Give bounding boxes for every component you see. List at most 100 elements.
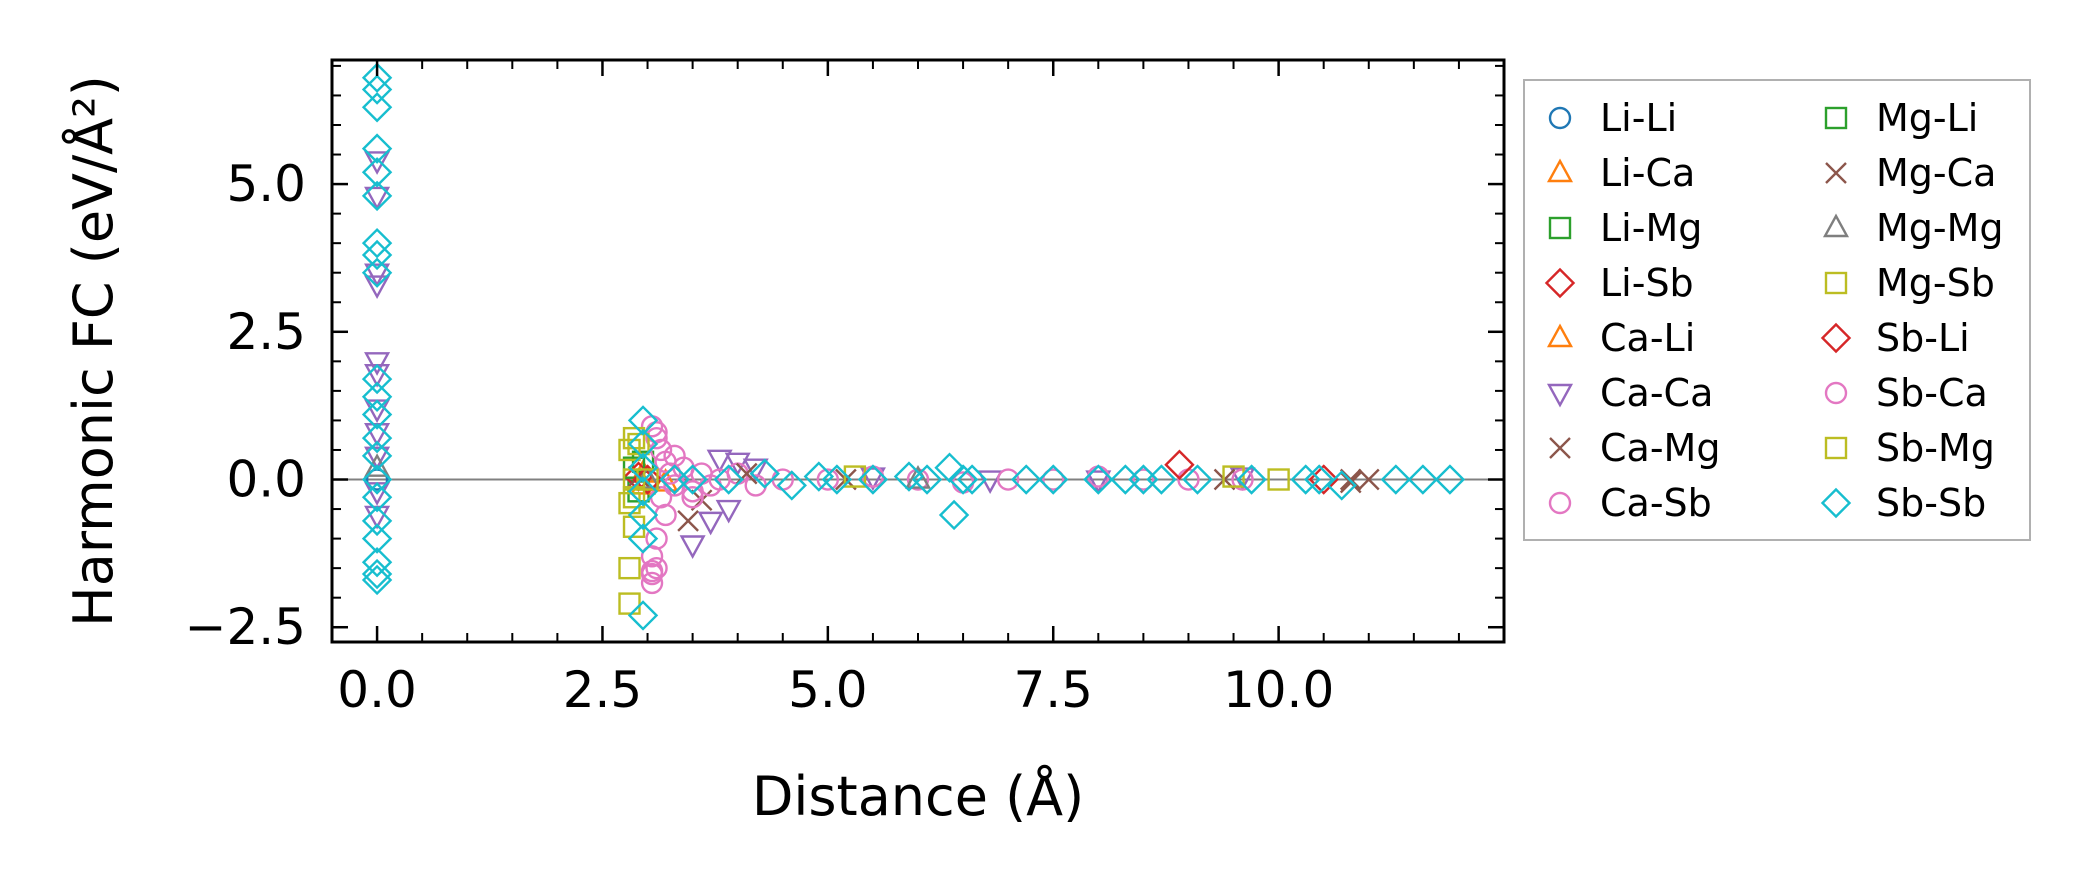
point-ca-ca-2 bbox=[364, 352, 391, 376]
y-tick-label: 5.0 bbox=[226, 155, 306, 213]
point-sb-sb-31 bbox=[749, 458, 780, 489]
legend-marker-sb-ca bbox=[1824, 381, 1848, 405]
point-sb-sb-41 bbox=[956, 464, 988, 495]
legend-label: Li-Ca bbox=[1600, 151, 1695, 195]
point-mg-sb-7 bbox=[843, 465, 867, 488]
legend-item-ca-sb: Ca-Sb bbox=[1548, 481, 1712, 525]
point-sb-sb-16 bbox=[361, 505, 393, 537]
point-sb-sb-21 bbox=[627, 405, 659, 436]
legend-item-sb-li: Sb-Li bbox=[1820, 316, 1970, 360]
data-points bbox=[361, 62, 1466, 631]
legend-marker-li-sb bbox=[1544, 267, 1576, 299]
legend-item-mg-ca: Mg-Ca bbox=[1825, 151, 1996, 195]
x-tick-label: 0.0 bbox=[337, 661, 417, 719]
legend-marker-mg-mg bbox=[1822, 213, 1850, 238]
point-sb-sb-43 bbox=[1038, 464, 1069, 495]
point-sb-sb-44 bbox=[1083, 464, 1114, 495]
point-mg-sb-0 bbox=[618, 592, 641, 615]
point-sb-sb-2 bbox=[361, 92, 393, 123]
legend-item-sb-ca: Sb-Ca bbox=[1824, 371, 1988, 415]
legend-item-ca-li: Ca-Li bbox=[1546, 316, 1695, 360]
legend-label: Sb-Ca bbox=[1876, 371, 1988, 415]
point-mg-sb-8 bbox=[1222, 465, 1245, 488]
point-sb-sb-23 bbox=[627, 452, 659, 483]
legend-label: Ca-Ca bbox=[1600, 371, 1713, 415]
point-mg-sb-9 bbox=[1267, 468, 1290, 491]
tick-labels: 0.0 2.5 5.0 7.5 10.0 −2.5 0.0 2.5 5.0 bbox=[185, 155, 1335, 719]
legend-frame bbox=[1523, 79, 2031, 541]
point-ca-sb-10 bbox=[654, 503, 677, 527]
point-sb-sb-22 bbox=[627, 428, 659, 460]
y-tick-label: −2.5 bbox=[185, 598, 306, 656]
point-ca-ca-17 bbox=[859, 467, 886, 492]
point-ca-sb-25 bbox=[996, 468, 1020, 491]
point-sb-sb-34 bbox=[821, 464, 853, 495]
point-sb-sb-29 bbox=[677, 464, 708, 495]
point-sb-sb-54 bbox=[1407, 464, 1439, 495]
point-ca-sb-4 bbox=[645, 527, 668, 550]
point-sb-sb-10 bbox=[361, 381, 393, 412]
point-sb-sb-19 bbox=[361, 558, 393, 590]
point-sb-sb-40 bbox=[947, 464, 979, 495]
legend-item-ca-mg: Ca-Mg bbox=[1549, 426, 1720, 470]
point-sb-sb-3 bbox=[361, 133, 393, 164]
point-sb-sb-51 bbox=[1303, 464, 1335, 495]
plot-frame bbox=[330, 58, 1506, 644]
point-sb-sb-50 bbox=[1290, 464, 1321, 495]
point-sb-sb-26 bbox=[627, 523, 659, 554]
point-sb-sb-53 bbox=[1380, 464, 1412, 495]
point-sb-sb-49 bbox=[1236, 464, 1267, 495]
y-tick-label: 0.0 bbox=[226, 451, 306, 509]
point-ca-sb-2 bbox=[645, 556, 668, 580]
legend-label: Li-Li bbox=[1600, 96, 1677, 140]
legend: Li-Li Li-Ca Li-Mg Li-Sb Ca-Li Ca-Ca Ca-Mg Ca-Sb… bbox=[1523, 79, 2031, 541]
legend-item-li-sb: Li-Sb bbox=[1544, 261, 1694, 305]
legend-label: Mg-Ca bbox=[1876, 151, 1996, 195]
series-sb-sb bbox=[361, 62, 1466, 631]
point-mg-sb-1 bbox=[618, 556, 641, 580]
point-ca-ca-15 bbox=[724, 452, 751, 477]
point-sb-sb-12 bbox=[361, 422, 393, 454]
point-sb-sb-18 bbox=[361, 547, 393, 578]
point-sb-sb-14 bbox=[361, 464, 393, 495]
legend-label: Ca-Sb bbox=[1600, 481, 1712, 525]
x-tick-label: 5.0 bbox=[788, 661, 868, 719]
series-ca-ca bbox=[364, 151, 1256, 559]
legend-item-sb-mg: Sb-Mg bbox=[1824, 426, 1995, 470]
legend-label: Mg-Mg bbox=[1876, 206, 2004, 250]
legend-item-mg-mg: Mg-Mg bbox=[1822, 206, 2004, 250]
point-ca-ca-0 bbox=[364, 275, 391, 300]
legend-marker-li-ca bbox=[1546, 158, 1574, 183]
legend-marker-sb-sb bbox=[1820, 487, 1852, 519]
legend-item-mg-li: Mg-Li bbox=[1824, 96, 1978, 140]
legend-label: Ca-Li bbox=[1600, 316, 1695, 360]
legend-label: Li-Mg bbox=[1600, 206, 1702, 250]
legend-item-mg-sb: Mg-Sb bbox=[1824, 261, 1995, 305]
point-sb-sb-32 bbox=[776, 470, 807, 501]
x-axis-label: Distance (Å) bbox=[752, 764, 1084, 828]
legend-item-sb-sb: Sb-Sb bbox=[1820, 481, 1986, 525]
point-mg-sb-3 bbox=[618, 491, 641, 515]
series-mg-li bbox=[622, 456, 646, 479]
point-sb-sb-7 bbox=[361, 239, 393, 271]
legend-marker-ca-sb bbox=[1548, 491, 1572, 515]
legend-marker-sb-mg bbox=[1824, 436, 1848, 460]
point-sb-sb-27 bbox=[627, 600, 659, 631]
point-ca-sb-6 bbox=[645, 426, 668, 450]
point-ca-ca-13 bbox=[715, 499, 742, 524]
point-sb-sb-17 bbox=[361, 523, 393, 554]
point-sb-ca-1 bbox=[645, 421, 668, 444]
point-sb-sb-30 bbox=[713, 464, 744, 495]
point-sb-sb-8 bbox=[361, 257, 393, 288]
point-sb-mg-2 bbox=[636, 468, 659, 491]
point-mg-li-0 bbox=[622, 456, 646, 479]
point-sb-sb-35 bbox=[857, 464, 889, 495]
y-tick-label: 2.5 bbox=[226, 303, 306, 361]
point-sb-sb-52 bbox=[1326, 470, 1357, 501]
point-ca-ca-12 bbox=[697, 511, 724, 536]
series-ca-mg bbox=[627, 465, 1380, 532]
point-sb-sb-15 bbox=[361, 482, 393, 513]
point-sb-sb-20 bbox=[361, 564, 393, 596]
y-axis-label: Harmonic FC (eV/Å²) bbox=[61, 75, 125, 627]
